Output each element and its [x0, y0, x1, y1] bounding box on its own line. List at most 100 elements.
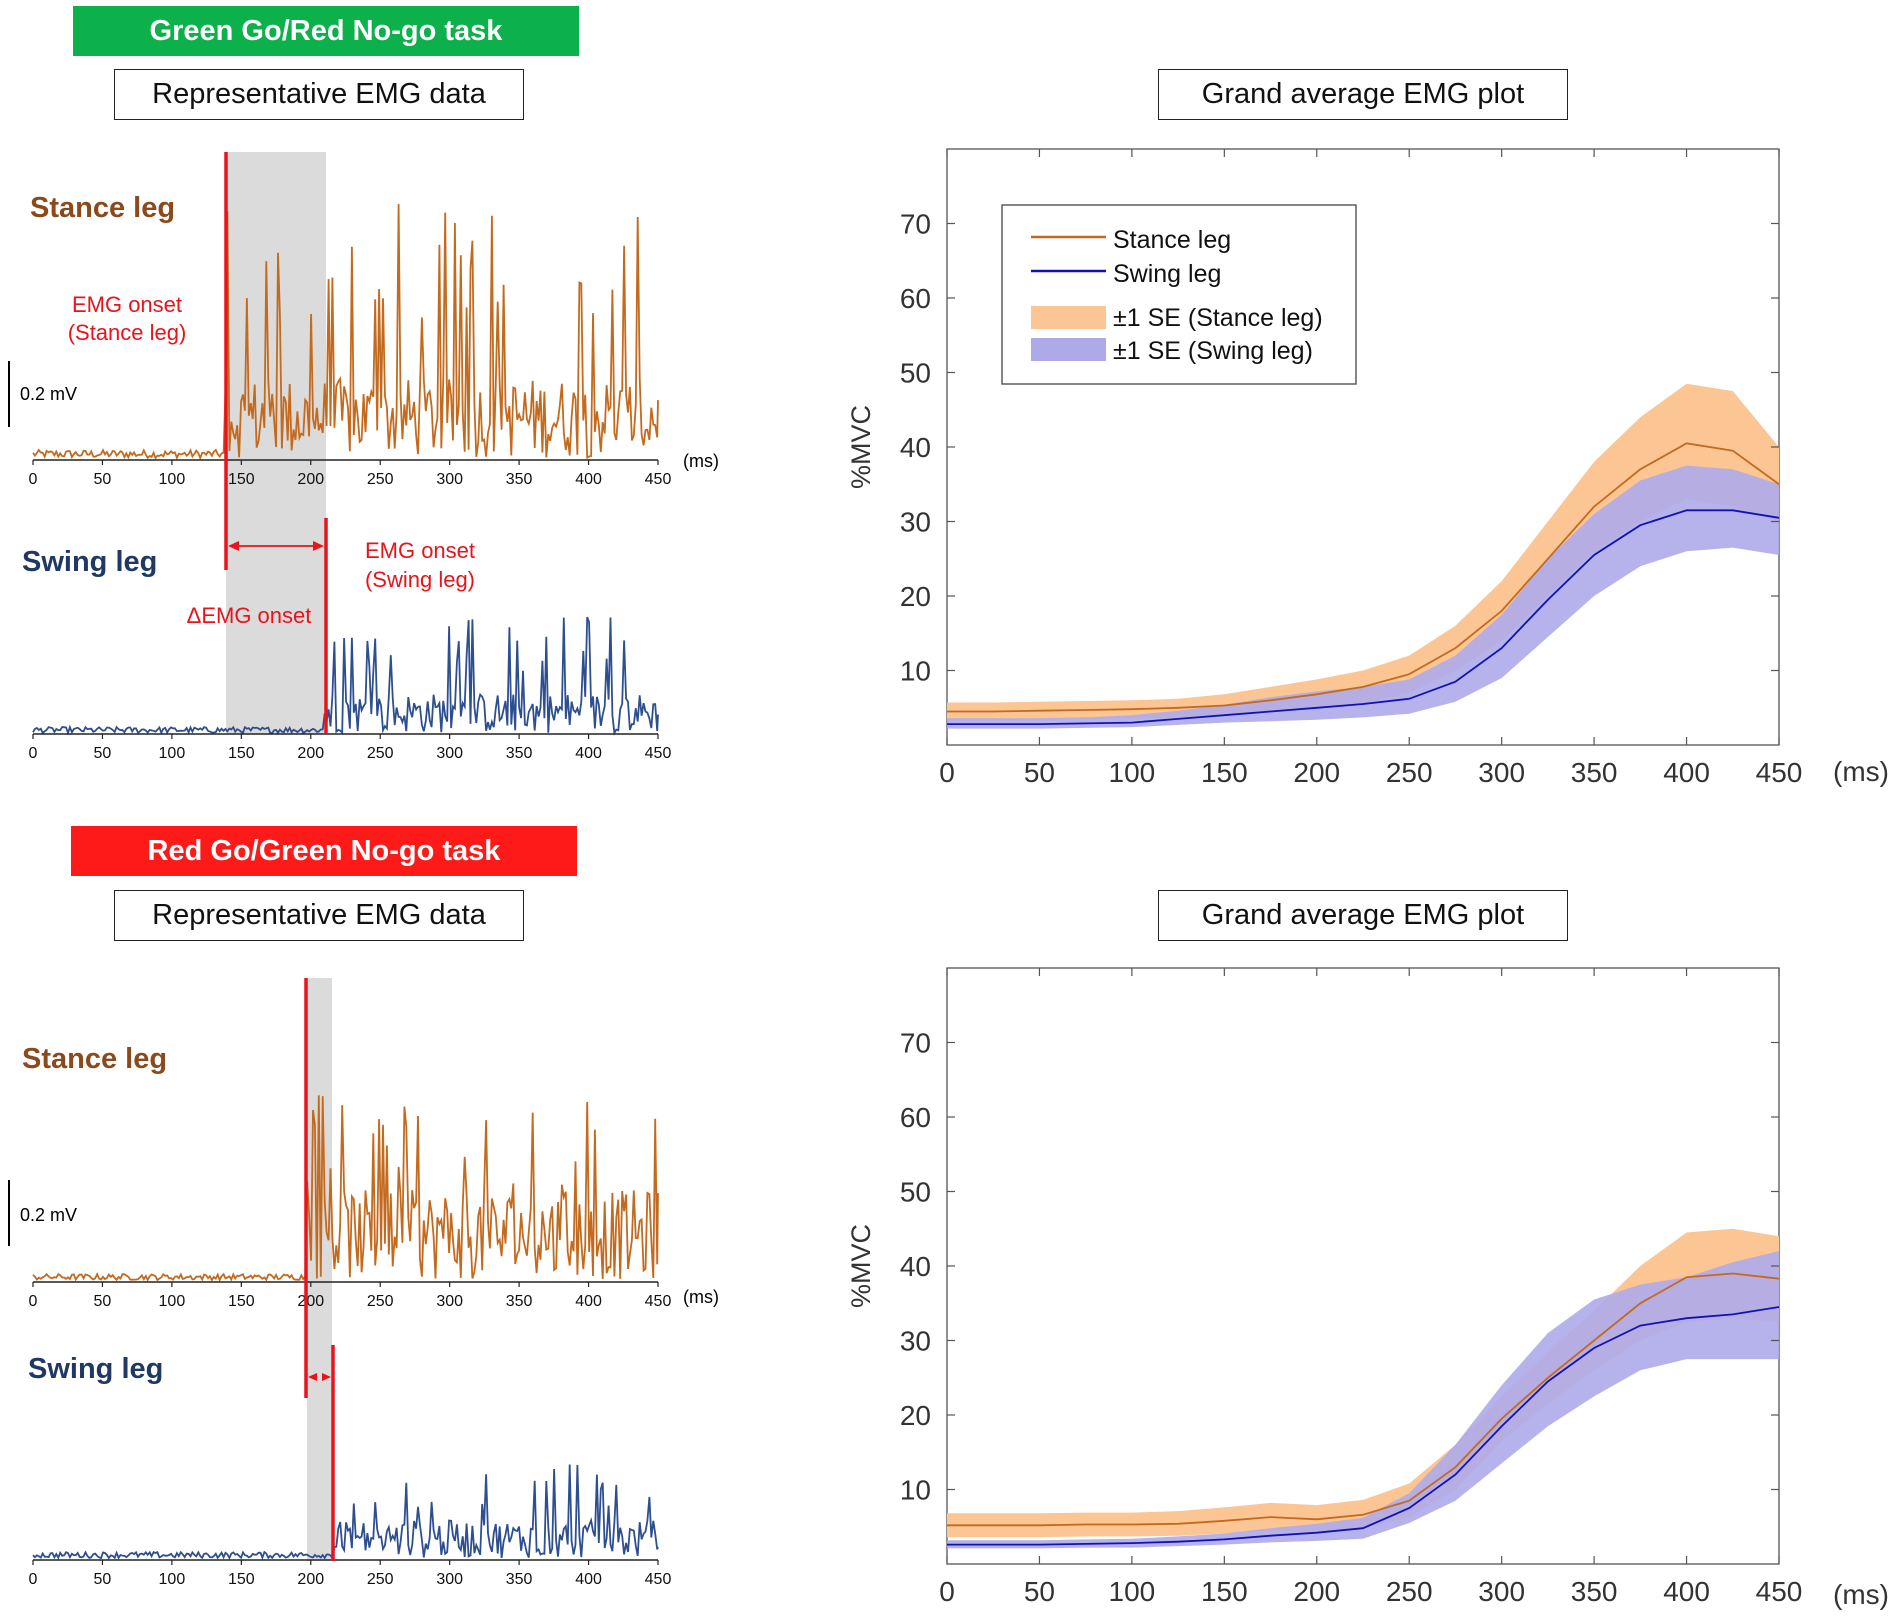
- delta-arrowhead-right: [313, 541, 324, 551]
- delta-emg-onset-label: ΔEMG onset: [187, 603, 312, 628]
- green-go-task-banner: Green Go/Red No-go task: [73, 6, 579, 56]
- legend-swing-se-swatch: [1031, 338, 1106, 361]
- stance-leg-label: Stance leg: [22, 1043, 167, 1075]
- x-tick-label: 450: [645, 471, 672, 488]
- grand-average-chart-bottom: 0 50 100 150 200 250 300 350 400 450 10 20 30 40 50 60 7…: [846, 967, 1889, 1610]
- y-tick-label: 50: [900, 358, 931, 389]
- delta-arrowhead-left: [228, 541, 239, 551]
- stance-onset-label-line2: (Stance leg): [68, 320, 187, 345]
- x-tick-label: 100: [1109, 1576, 1156, 1607]
- scale-bar-label: 0.2 mV: [20, 1205, 77, 1225]
- swing-mean-line: [947, 509, 1780, 725]
- swing-onset-label-line2: (Swing leg): [365, 567, 475, 592]
- y-tick-label: 60: [900, 283, 931, 314]
- swing-axis-ticks: 0 50 100 150 200 250 300 350 400 450: [29, 1559, 671, 1588]
- y-tick-label: 60: [900, 1102, 931, 1133]
- grand-average-chart-top: 0 50 100 150 200 250 300 350 400 450 10 20 30 40 50 60 7…: [846, 148, 1889, 788]
- legend-stance-label: Stance leg: [1113, 226, 1231, 254]
- x-tick-label: 50: [1024, 757, 1055, 788]
- y-tick-label: 50: [900, 1177, 931, 1208]
- y-tick-label: 30: [900, 1326, 931, 1357]
- stance-mean-line: [947, 1272, 1780, 1527]
- stance-axis-ms-label: (ms): [683, 451, 719, 471]
- x-tick-label: 450: [645, 1293, 672, 1310]
- x-tick-label: 150: [1201, 757, 1248, 788]
- x-tick-label: 250: [367, 745, 394, 762]
- x-tick-label: 200: [1293, 757, 1340, 788]
- swing-leg-label: Swing leg: [22, 546, 157, 578]
- delta-arrowhead-right: [322, 1373, 331, 1381]
- x-tick-label: 300: [436, 1571, 463, 1588]
- y-tick-label: 70: [900, 1028, 931, 1059]
- grand-average-title-bottom: Grand average EMG plot: [1158, 890, 1568, 941]
- x-tick-label: 300: [436, 1293, 463, 1310]
- stance-axis-ms-label: (ms): [683, 1287, 719, 1307]
- stance-axis-ticks: 0 50 100 150 200 250 300 350 400 450: [29, 460, 672, 488]
- legend-stance-se-label: ±1 SE (Stance leg): [1113, 304, 1323, 332]
- x-tick-label: 350: [506, 1293, 533, 1310]
- representative-emg-bottom: Stance leg 0.2 mV 0 50 100 150 200 250 300 350 4…: [8, 978, 719, 1588]
- stance-emg-trace: [32, 204, 659, 461]
- y-tick-label: 30: [900, 507, 931, 538]
- x-tick-label: 300: [1478, 757, 1525, 788]
- x-tick-label: 250: [367, 1571, 394, 1588]
- x-tick-label: 450: [1756, 1576, 1803, 1607]
- y-tick-label: 20: [900, 581, 931, 612]
- swing-axis-ticks: 0 50 100 150 200 250 300 350 400 450: [29, 733, 672, 762]
- axes-ticks: 0 50 100 150 200 250 300 350 400 450 10 20 30 40 50 60 7…: [900, 149, 1803, 788]
- y-tick-label: 10: [900, 1475, 931, 1506]
- x-tick-label: 400: [575, 745, 602, 762]
- swing-emg-trace: [32, 616, 659, 736]
- x-tick-label: 150: [228, 745, 255, 762]
- x-tick-label: 400: [575, 1571, 602, 1588]
- legend-stance-se-swatch: [1031, 306, 1106, 329]
- x-tick-label: 0: [29, 1293, 38, 1310]
- y-axis-label: %MVC: [846, 1224, 876, 1308]
- stance-mean-line: [947, 442, 1780, 713]
- y-tick-label: 10: [900, 656, 931, 687]
- x-tick-label: 400: [575, 1293, 602, 1310]
- x-tick-label: 150: [1201, 1576, 1248, 1607]
- x-tick-label: 300: [436, 471, 463, 488]
- x-axis-label: (ms): [1833, 756, 1889, 787]
- swing-leg-label: Swing leg: [28, 1353, 163, 1385]
- x-tick-label: 150: [228, 1571, 255, 1588]
- x-tick-label: 100: [1109, 757, 1156, 788]
- x-tick-label: 400: [575, 471, 602, 488]
- x-tick-label: 0: [29, 745, 38, 762]
- x-tick-label: 250: [1386, 1576, 1433, 1607]
- x-tick-label: 200: [1293, 1576, 1340, 1607]
- x-tick-label: 450: [1756, 757, 1803, 788]
- x-tick-label: 100: [159, 745, 186, 762]
- onset-delay-shade: [307, 978, 332, 1561]
- x-tick-label: 0: [29, 1571, 38, 1588]
- x-tick-label: 200: [297, 1571, 324, 1588]
- x-tick-label: 0: [939, 757, 955, 788]
- x-tick-label: 50: [94, 1293, 112, 1310]
- x-tick-label: 200: [297, 1293, 324, 1310]
- stance-emg-trace: [32, 1095, 659, 1283]
- x-axis-label: (ms): [1833, 1579, 1889, 1610]
- x-tick-label: 150: [228, 471, 255, 488]
- x-tick-label: 250: [367, 1293, 394, 1310]
- grand-average-title-top: Grand average EMG plot: [1158, 69, 1568, 120]
- x-tick-label: 150: [228, 1293, 255, 1310]
- stance-axis-ticks: 0 50 100 150 200 250 300 350 400 450: [29, 1281, 672, 1310]
- delta-arrowhead-left: [308, 1373, 317, 1381]
- x-tick-label: 100: [159, 1293, 186, 1310]
- swing-onset-label-line1: EMG onset: [365, 538, 475, 563]
- legend: Stance leg Swing leg ±1 SE (Stance leg) …: [1001, 204, 1357, 385]
- x-tick-label: 50: [94, 745, 112, 762]
- x-tick-label: 250: [1386, 757, 1433, 788]
- representative-emg-title-bottom: Representative EMG data: [114, 890, 524, 941]
- x-tick-label: 350: [1571, 757, 1618, 788]
- stance-leg-label: Stance leg: [30, 192, 175, 224]
- x-tick-label: 0: [29, 471, 38, 488]
- x-tick-label: 250: [367, 471, 394, 488]
- x-tick-label: 300: [1478, 1576, 1525, 1607]
- x-tick-label: 400: [1663, 757, 1710, 788]
- x-tick-label: 450: [645, 745, 672, 762]
- red-go-task-banner: Red Go/Green No-go task: [71, 826, 577, 876]
- x-tick-label: 50: [94, 1571, 112, 1588]
- y-tick-label: 70: [900, 209, 931, 240]
